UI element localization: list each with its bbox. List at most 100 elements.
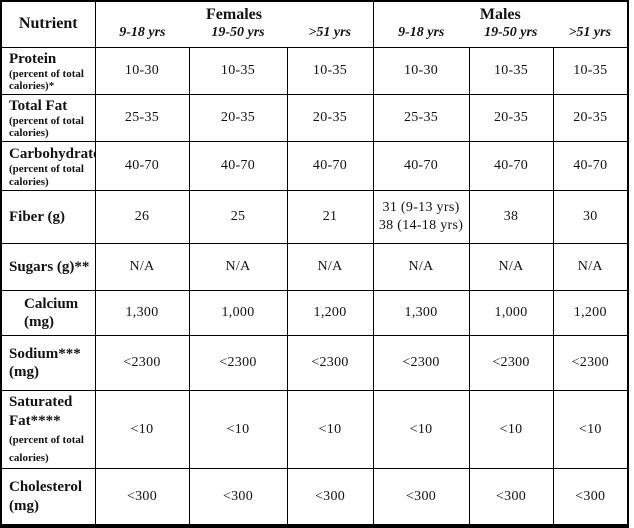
row-title: Calcium (mg) <box>24 296 79 331</box>
header-row: Nutrient Females 9-18 yrs 19-50 yrs >51 … <box>0 0 629 48</box>
row-label-sugars: Sugars (g)** <box>0 243 96 292</box>
value-cell: N/A <box>372 243 470 292</box>
value-cell: <300 <box>94 467 190 527</box>
value-cell: N/A <box>552 243 629 292</box>
table-row-calcium: Calcium (mg) 1,300 1,000 1,200 1,300 1,0… <box>0 290 629 337</box>
row-label-sodium: Sodium*** (mg) <box>0 335 96 392</box>
value-cell: 40-70 <box>552 141 629 192</box>
age-label-males-9-18: 9-18 yrs <box>398 25 445 41</box>
table-row-fiber: Fiber (g) 26 25 21 31 (9-13 yrs) 38 (14-… <box>0 190 629 245</box>
value-cell: <2300 <box>552 335 629 392</box>
value-cell: <2300 <box>188 335 288 392</box>
value-cell: 25 <box>188 190 288 245</box>
group-header-males: Males 9-18 yrs 19-50 yrs >51 yrs <box>372 0 629 48</box>
age-label-females-9-18: 9-18 yrs <box>119 25 166 41</box>
value-cell: 1,200 <box>286 290 374 337</box>
value-cell: 1,300 <box>372 290 470 337</box>
row-note: (percent of total calories) <box>9 433 84 464</box>
value-cell: 21 <box>286 190 374 245</box>
value-cell: 20-35 <box>468 93 554 143</box>
row-title: Total Fat <box>9 97 68 114</box>
age-label-females-19-50: 19-50 yrs <box>211 25 265 41</box>
value-cell: <10 <box>552 390 629 469</box>
value-cell: 40-70 <box>286 141 374 192</box>
age-label-males-51plus: >51 yrs <box>568 25 612 41</box>
age-label-males-19-50: 19-50 yrs <box>484 25 538 41</box>
group-label-males: Males <box>479 5 521 23</box>
value-cell: N/A <box>286 243 374 292</box>
value-cell: <2300 <box>286 335 374 392</box>
value-cell: 20-35 <box>188 93 288 143</box>
value-cell: 40-70 <box>188 141 288 192</box>
value-cell: 10-35 <box>188 46 288 95</box>
value-cell: N/A <box>468 243 554 292</box>
table-row-total-fat: Total Fat (percent of total calories) 25… <box>0 93 629 143</box>
value-cell: 38 <box>468 190 554 245</box>
group-label-females: Females <box>206 5 262 23</box>
value-cell: <10 <box>372 390 470 469</box>
value-cell: <2300 <box>468 335 554 392</box>
age-labels-females: 9-18 yrs 19-50 yrs >51 yrs <box>96 24 372 42</box>
value-cell: <300 <box>188 467 288 527</box>
row-title: Carbohydrate <box>9 146 95 163</box>
table-row-sodium: Sodium*** (mg) <2300 <2300 <2300 <2300 <… <box>0 335 629 392</box>
table-row-carbohydrate: Carbohydrate (percent of total calories)… <box>0 141 629 192</box>
value-cell: 31 (9-13 yrs) 38 (14-18 yrs) <box>372 190 470 245</box>
table-row-sugars: Sugars (g)** N/A N/A N/A N/A N/A N/A <box>0 243 629 292</box>
row-title: Saturated Fat**** <box>9 394 73 429</box>
row-label-saturated-fat: Saturated Fat**** (percent of total calo… <box>0 390 96 469</box>
value-cell: 25-35 <box>94 93 190 143</box>
row-label-carbohydrate: Carbohydrate (percent of total calories) <box>0 141 96 192</box>
value-cell: N/A <box>188 243 288 292</box>
value-cell: 10-35 <box>552 46 629 95</box>
value-cell: <10 <box>94 390 190 469</box>
value-cell: <300 <box>552 467 629 527</box>
value-cell: 30 <box>552 190 629 245</box>
value-cell: 40-70 <box>372 141 470 192</box>
value-cell: <10 <box>188 390 288 469</box>
col-header-nutrient: Nutrient <box>0 0 96 48</box>
row-label-total-fat: Total Fat (percent of total calories) <box>0 93 96 143</box>
value-cell: 1,000 <box>188 290 288 337</box>
value-cell: N/A <box>94 243 190 292</box>
value-cell: 10-30 <box>94 46 190 95</box>
value-cell: <300 <box>468 467 554 527</box>
value-cell: <2300 <box>372 335 470 392</box>
value-cell: 40-70 <box>94 141 190 192</box>
group-header-females: Females 9-18 yrs 19-50 yrs >51 yrs <box>94 0 374 48</box>
value-cell: 10-35 <box>468 46 554 95</box>
value-cell: <2300 <box>94 335 190 392</box>
row-note: (percent of total calories) <box>9 115 84 140</box>
row-title: Sugars (g)** <box>9 259 90 276</box>
value-cell: <10 <box>468 390 554 469</box>
row-label-cholesterol: Cholesterol (mg) <box>0 467 96 527</box>
value-cell: 1,200 <box>552 290 629 337</box>
value-cell: 25-35 <box>372 93 470 143</box>
value-cell: 10-35 <box>286 46 374 95</box>
row-label-protein: Protein (percent of total calories)* <box>0 46 96 95</box>
value-cell: <300 <box>372 467 470 527</box>
row-label-calcium: Calcium (mg) <box>0 290 96 337</box>
value-cell: 26 <box>94 190 190 245</box>
row-title: Sodium*** (mg) <box>9 346 81 381</box>
row-title: Fiber (g) <box>9 209 65 226</box>
value-cell: 1,300 <box>94 290 190 337</box>
row-title: Protein <box>9 50 57 67</box>
row-note: (percent of total calories) <box>9 163 84 188</box>
value-cell: <10 <box>286 390 374 469</box>
table-row-saturated-fat: Saturated Fat**** (percent of total calo… <box>0 390 629 469</box>
age-labels-males: 9-18 yrs 19-50 yrs >51 yrs <box>374 24 627 42</box>
value-cell: <300 <box>286 467 374 527</box>
value-cell: 20-35 <box>286 93 374 143</box>
value-cell: 20-35 <box>552 93 629 143</box>
row-label-fiber: Fiber (g) <box>0 190 96 245</box>
table-row-cholesterol: Cholesterol (mg) <300 <300 <300 <300 <30… <box>0 467 629 527</box>
value-cell: 40-70 <box>468 141 554 192</box>
value-cell: 10-30 <box>372 46 470 95</box>
row-note: (percent of total calories)* <box>9 67 84 92</box>
age-label-females-51plus: >51 yrs <box>308 25 351 41</box>
table-row-protein: Protein (percent of total calories)* 10-… <box>0 46 629 95</box>
value-cell: 1,000 <box>468 290 554 337</box>
row-title: Cholesterol (mg) <box>9 479 83 514</box>
